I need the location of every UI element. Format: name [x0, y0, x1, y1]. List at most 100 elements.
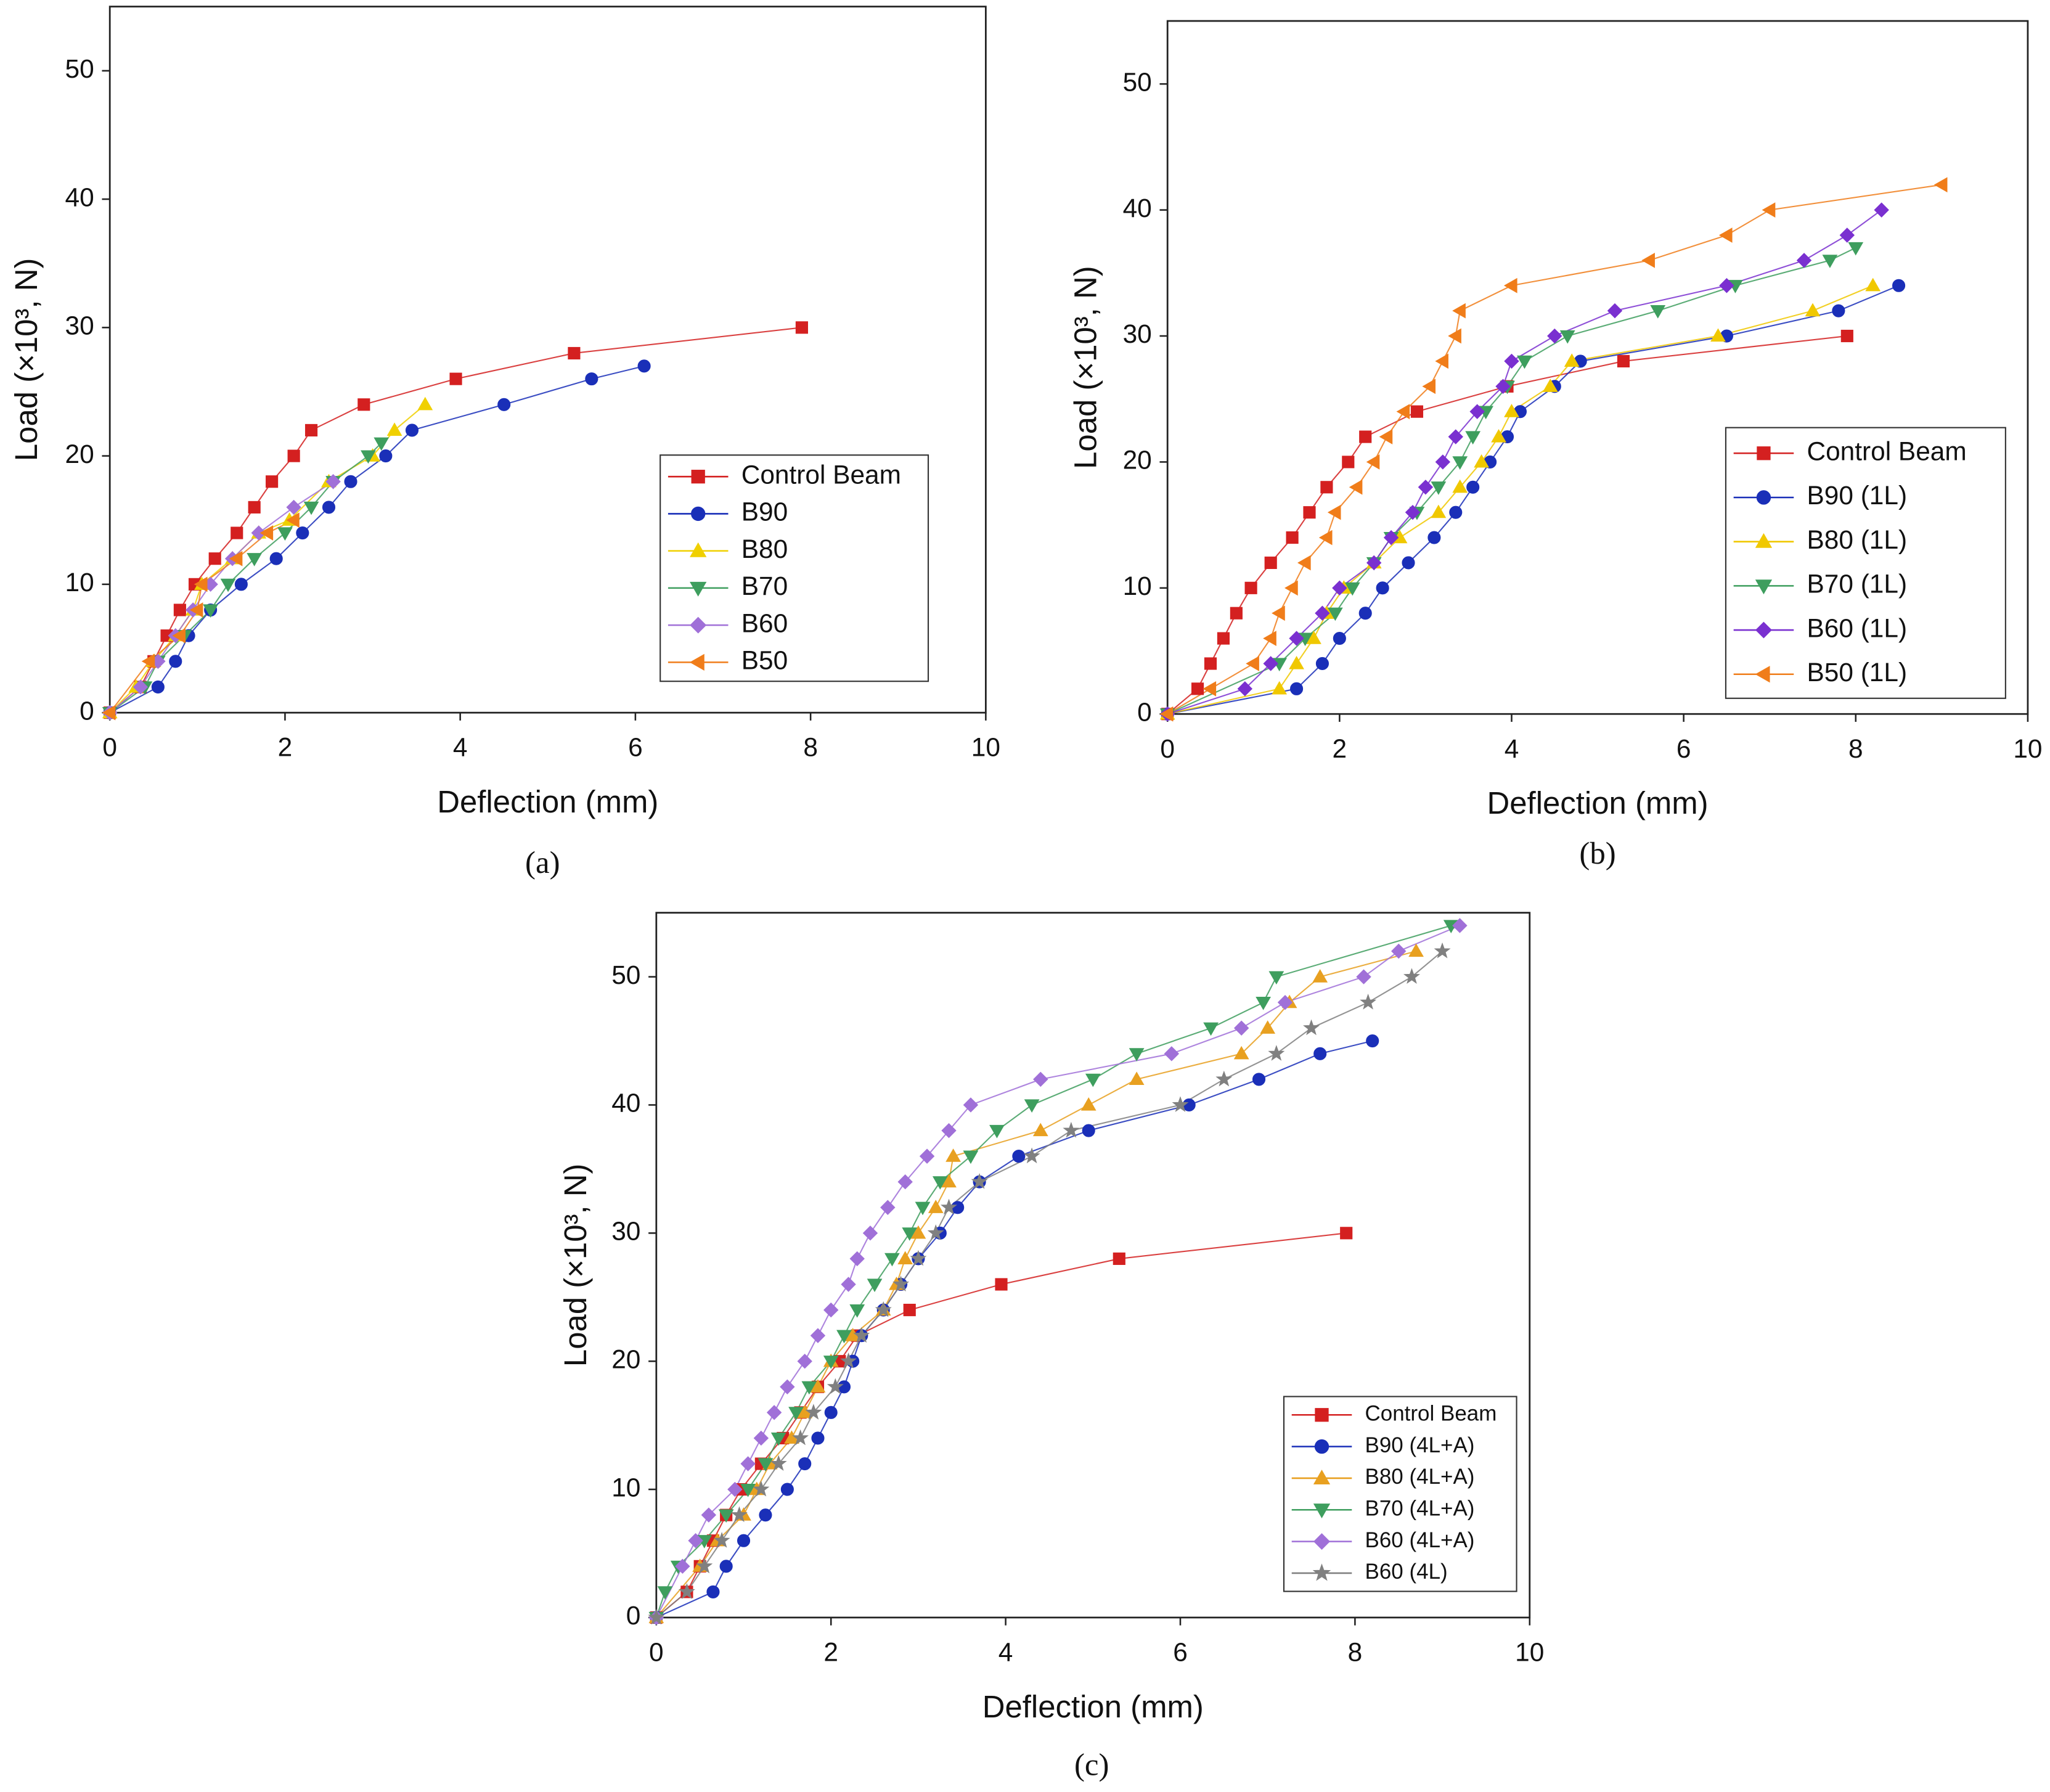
caption: (a) [525, 846, 560, 880]
data-point [1504, 404, 1519, 417]
data-point [971, 1173, 988, 1189]
data-point [853, 1327, 870, 1343]
data-point [766, 1405, 782, 1420]
y-tick-label: 40 [611, 1089, 640, 1118]
data-point [932, 1176, 948, 1190]
data-point [449, 372, 462, 385]
y-axis-label: Load (×10³, N) [1068, 266, 1103, 469]
data-point [1840, 329, 1853, 343]
data-point [141, 653, 155, 669]
x-tick-label: 10 [971, 733, 1000, 762]
data-point [1340, 1227, 1353, 1240]
data-point [1452, 456, 1468, 470]
data-point [1607, 303, 1623, 319]
data-point [1452, 918, 1468, 933]
data-point [648, 1608, 665, 1625]
data-point [379, 449, 393, 463]
data-point [1448, 328, 1461, 344]
data-point [1246, 656, 1259, 671]
legend-marker [1313, 1504, 1331, 1519]
data-point [1203, 681, 1217, 697]
data-point [151, 680, 165, 694]
data-point [259, 525, 274, 541]
data-point [1263, 631, 1276, 646]
data-point [740, 1483, 756, 1497]
data-point [296, 526, 309, 540]
data-point [497, 398, 511, 411]
data-point [713, 1532, 730, 1548]
series-line [109, 327, 802, 713]
y-axis-label: Load (×10³, N) [558, 1164, 593, 1367]
data-point [1410, 405, 1424, 418]
data-point [1650, 305, 1666, 319]
data-point [823, 1356, 839, 1369]
data-point [927, 1224, 944, 1240]
data-point [1710, 328, 1726, 342]
data-point [637, 359, 651, 373]
legend-label: B90 (1L) [1807, 481, 1907, 510]
data-point [1848, 242, 1864, 256]
data-point [1391, 943, 1407, 959]
x-tick-label: 2 [1333, 734, 1347, 763]
data-point [1839, 227, 1855, 243]
data-point [678, 1583, 695, 1599]
series-line [656, 950, 1416, 1618]
data-point [1233, 1020, 1249, 1036]
legend-marker [691, 506, 706, 522]
data-point [1422, 378, 1436, 395]
y-tick-label: 30 [1123, 319, 1152, 348]
y-tick-label: 50 [65, 54, 94, 83]
data-point [1517, 355, 1532, 369]
legend-box [1725, 427, 2006, 699]
y-tick-label: 0 [626, 1601, 641, 1630]
data-point [1874, 202, 1889, 218]
data-point [849, 1251, 865, 1267]
data-point [287, 449, 300, 462]
legend-box [1283, 1396, 1517, 1592]
y-tick-label: 10 [1123, 571, 1152, 600]
series-line [656, 1232, 1347, 1618]
data-point [1113, 1252, 1125, 1265]
caption: (c) [1074, 1748, 1109, 1783]
data-point [1263, 656, 1278, 671]
data-point [1542, 378, 1558, 392]
data-point [1465, 431, 1481, 445]
data-point [1466, 480, 1480, 494]
legend-marker [691, 470, 705, 484]
data-point [1344, 582, 1360, 596]
y-tick-label: 0 [1137, 697, 1152, 726]
x-tick-label: 8 [1348, 1638, 1363, 1667]
data-point [1315, 605, 1330, 621]
data-point [1448, 429, 1463, 444]
data-point [1082, 1124, 1095, 1137]
data-point [1474, 454, 1490, 468]
data-point [867, 1279, 883, 1293]
data-point [1272, 681, 1288, 695]
legend-marker [1755, 621, 1772, 639]
y-tick-label: 20 [611, 1344, 640, 1373]
data-point [229, 550, 243, 567]
legend-label: B50 (1L) [1807, 658, 1907, 687]
x-tick-label: 6 [1676, 734, 1691, 763]
data-point [251, 525, 266, 541]
legend-label: B80 [741, 534, 788, 563]
x-tick-label: 6 [1173, 1638, 1188, 1667]
data-point [1289, 655, 1304, 669]
data-point [1024, 1099, 1040, 1113]
data-point [1129, 1048, 1145, 1062]
data-point [675, 1558, 690, 1574]
data-point [989, 1124, 1005, 1139]
data-point [701, 1507, 717, 1523]
y-tick-label: 30 [611, 1217, 640, 1246]
data-point [1252, 1073, 1266, 1086]
data-point [1033, 1071, 1048, 1087]
y-tick-label: 50 [1123, 67, 1152, 96]
legend-label: B70 [741, 571, 788, 600]
data-point [172, 628, 186, 644]
data-point [1289, 631, 1304, 646]
data-point [928, 1200, 944, 1213]
data-point [1272, 605, 1285, 621]
data-point [780, 1379, 795, 1394]
series-line [109, 481, 334, 713]
